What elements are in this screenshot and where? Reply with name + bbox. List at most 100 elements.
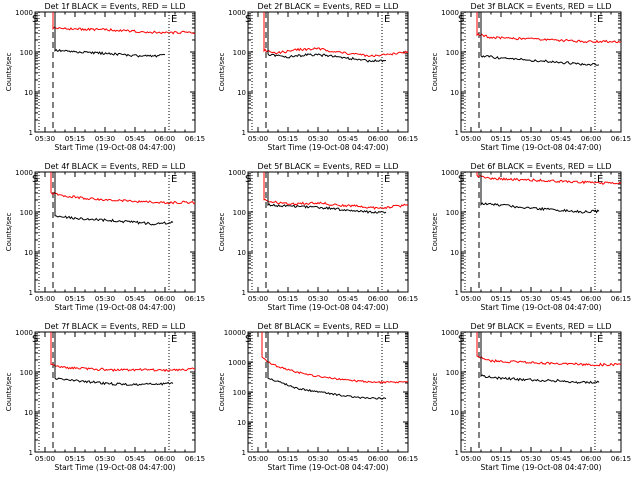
x-tick-label: 06:00: [368, 135, 388, 143]
x-tick-label: 06:15: [185, 455, 205, 463]
chart-panel-1: Det 1f BLACK = Events, RED = LLD Counts/s…: [5, 2, 205, 152]
chart-panel-6: Det 6f BLACK = Events, RED = LLD Counts/s…: [431, 162, 631, 312]
x-tick-label: 05:30: [521, 455, 541, 463]
plot-frame: [247, 11, 409, 133]
lld-series-line: [261, 332, 409, 384]
plot-frame: [34, 171, 196, 293]
chart-title: Det 4f BLACK = Events, RED = LLD: [44, 162, 185, 171]
x-tick-label: 05:15: [65, 455, 85, 463]
events-series-line: [267, 172, 387, 214]
y-tick-label: 100: [233, 389, 246, 397]
y-tick-label: 10: [24, 249, 33, 257]
y-tick-label: 1: [29, 289, 33, 297]
start-marker: S: [32, 334, 38, 345]
x-tick-label: 06:00: [155, 295, 175, 303]
y-axis-label: Counts/sec: [431, 213, 439, 252]
y-tick-label: 100: [233, 49, 246, 57]
x-tick-label: 05:00: [461, 455, 481, 463]
chart-title: Det 7f BLACK = Events, RED = LLD: [44, 322, 185, 331]
chart-title: Det 9f BLACK = Events, RED = LLD: [470, 322, 611, 331]
events-series-line: [54, 172, 174, 226]
chart-panel-9: Det 9f BLACK = Events, RED = LLD Counts/s…: [431, 322, 631, 472]
y-tick-label: 10: [24, 409, 33, 417]
x-tick-label: 05:00: [461, 295, 481, 303]
x-tick-label: 05:30: [308, 455, 328, 463]
y-tick-label: 1: [455, 449, 459, 457]
chart-title: Det 6f BLACK = Events, RED = LLD: [470, 162, 611, 171]
x-axis-label: Start Time (19-Oct-08 04:47:00): [54, 143, 175, 152]
chart-panel-3: Det 3f BLACK = Events, RED = LLD Counts/s…: [431, 2, 631, 152]
x-tick-label: 05:45: [551, 455, 571, 463]
y-tick-label: 1: [242, 289, 246, 297]
y-tick-label: 10: [450, 409, 459, 417]
end-marker: E: [597, 334, 603, 345]
lld-series-line: [476, 12, 622, 44]
x-tick-label: 05:30: [308, 295, 328, 303]
y-tick-label: 1: [29, 449, 33, 457]
x-tick-label: 05:15: [278, 135, 298, 143]
chart-panel-4: Det 4f BLACK = Events, RED = LLD Counts/s…: [5, 162, 205, 312]
y-tick-label: 100: [233, 209, 246, 217]
x-tick-label: 05:30: [308, 135, 328, 143]
end-marker: E: [171, 334, 177, 345]
x-tick-label: 06:15: [611, 295, 631, 303]
y-tick-label: 10: [237, 249, 246, 257]
x-tick-label: 05:15: [491, 455, 511, 463]
y-axis-label: Counts/sec: [218, 373, 226, 412]
lld-series-line: [50, 332, 196, 373]
lld-series-line: [263, 12, 409, 58]
end-marker: E: [384, 334, 390, 345]
chart-title: Det 1f BLACK = Events, RED = LLD: [44, 2, 185, 11]
x-axis-label: Start Time (19-Oct-08 04:47:00): [267, 303, 388, 312]
x-tick-label: 05:45: [551, 295, 571, 303]
x-tick-label: 06:15: [398, 295, 418, 303]
x-tick-label: 05:30: [95, 295, 115, 303]
x-tick-label: 06:15: [185, 135, 205, 143]
plot-frame: [34, 11, 196, 133]
lld-series-line: [476, 172, 622, 185]
start-marker: S: [245, 14, 251, 25]
x-tick-label: 05:45: [125, 455, 145, 463]
events-series-line: [54, 332, 174, 386]
plot-frame: [460, 331, 622, 453]
y-axis-label: Counts/sec: [431, 53, 439, 92]
x-tick-label: 05:30: [521, 295, 541, 303]
x-tick-label: 05:15: [65, 295, 85, 303]
x-tick-label: 05:30: [95, 135, 115, 143]
y-axis-label: Counts/sec: [431, 373, 439, 412]
x-axis-label: Start Time (19-Oct-08 04:47:00): [54, 303, 175, 312]
y-tick-label: 10000: [224, 329, 246, 337]
chart-title: Det 2f BLACK = Events, RED = LLD: [257, 2, 398, 11]
x-tick-label: 05:00: [248, 295, 268, 303]
x-tick-label: 06:00: [581, 135, 601, 143]
lld-series-line: [52, 12, 196, 35]
y-tick-label: 1000: [228, 359, 246, 367]
x-tick-label: 05:45: [551, 135, 571, 143]
y-tick-label: 10: [450, 89, 459, 97]
chart-panel-2: Det 2f BLACK = Events, RED = LLD Counts/s…: [218, 2, 418, 152]
end-marker: E: [384, 174, 390, 185]
x-axis-label: Start Time (19-Oct-08 04:47:00): [480, 463, 601, 472]
start-marker: S: [245, 334, 251, 345]
y-tick-label: 100: [20, 209, 33, 217]
x-tick-label: 05:30: [35, 135, 55, 143]
y-tick-label: 10: [450, 249, 459, 257]
x-tick-label: 05:15: [278, 455, 298, 463]
end-marker: E: [171, 174, 177, 185]
y-tick-label: 100: [446, 209, 459, 217]
x-tick-label: 06:00: [368, 295, 388, 303]
y-tick-label: 100: [20, 49, 33, 57]
start-marker: S: [32, 174, 38, 185]
end-marker: E: [171, 14, 177, 25]
plot-frame: [247, 171, 409, 293]
y-tick-label: 10: [237, 89, 246, 97]
x-tick-label: 05:15: [491, 295, 511, 303]
x-axis-label: Start Time (19-Oct-08 04:47:00): [480, 143, 601, 152]
end-marker: E: [597, 174, 603, 185]
lld-series-line: [263, 172, 409, 210]
x-tick-label: 06:15: [398, 135, 418, 143]
y-axis-label: Counts/sec: [5, 213, 13, 252]
x-tick-label: 06:00: [581, 295, 601, 303]
y-tick-label: 1000: [15, 9, 33, 17]
